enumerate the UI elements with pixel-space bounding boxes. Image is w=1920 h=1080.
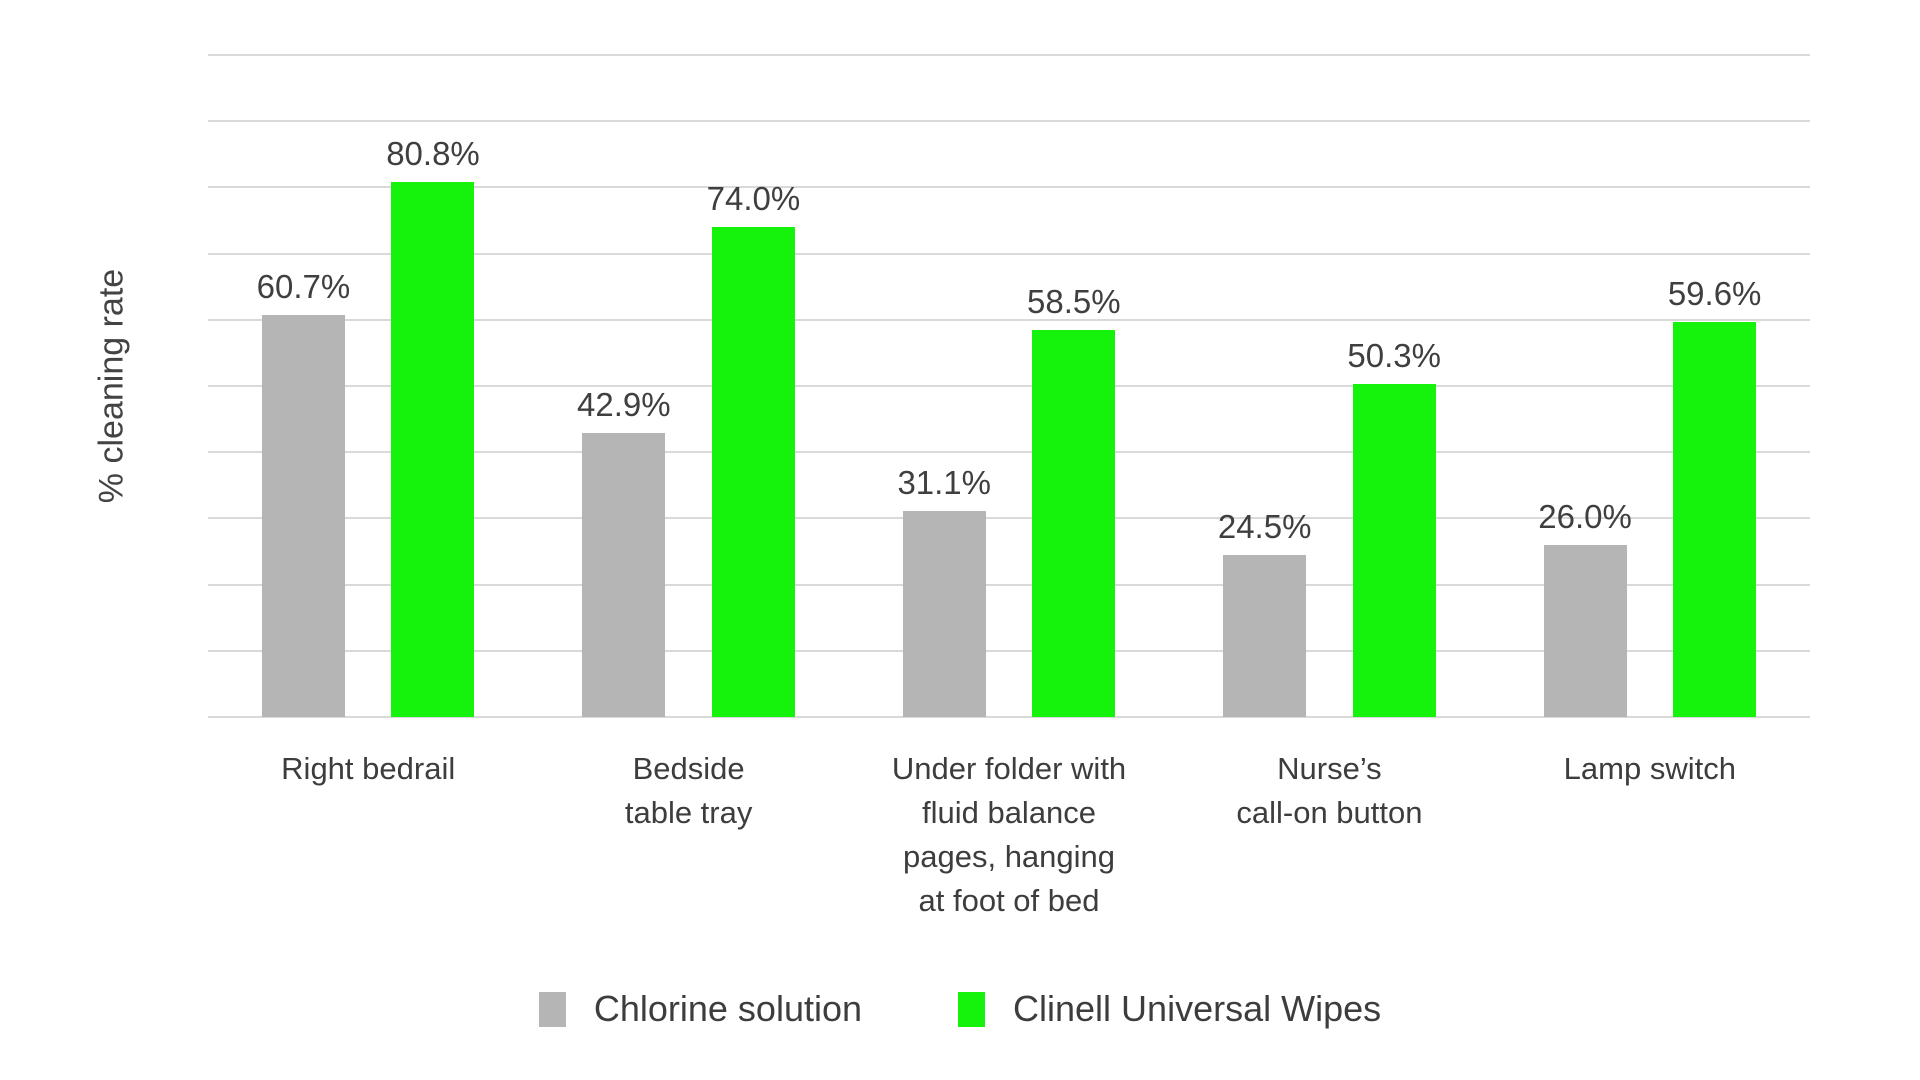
gridline-30	[208, 517, 1810, 520]
bar-clinell-universal-wipes	[1352, 384, 1436, 717]
legend-label: Chlorine solution	[593, 988, 863, 1029]
gridline-80	[208, 186, 1810, 189]
y-axis-title: % cleaning rate	[92, 268, 131, 504]
bar-clinell-universal-wipes	[391, 182, 475, 717]
bar-group-0: 60.7% 80.8%	[208, 55, 528, 717]
bar-wrap: 42.9%	[577, 386, 671, 717]
bar-chlorine-solution	[902, 511, 986, 717]
data-label: 26.0%	[1538, 497, 1632, 535]
bar-chlorine-solution	[582, 433, 666, 717]
data-label: 74.0%	[706, 180, 801, 218]
legend: Chlorine solution Clinell Universal Wipes	[0, 988, 1920, 1030]
bar-wrap: 58.5%	[1027, 283, 1121, 717]
bar-clinell-universal-wipes	[1673, 322, 1757, 717]
bar-wrap: 24.5%	[1217, 507, 1312, 717]
gridline-60	[208, 318, 1810, 321]
data-label: 31.1%	[897, 464, 992, 502]
bar-wrap: 74.0%	[706, 180, 801, 717]
x-axis-label-0: Right bedrail	[281, 751, 456, 786]
bar-wrap: 31.1%	[897, 464, 991, 717]
data-label: 50.3%	[1347, 337, 1441, 375]
bar-groups: 60.7% 80.8% 42.9% 74.0% 31.1% 58.5% 24.5% 50.3%…	[208, 55, 1810, 717]
legend-swatch	[538, 991, 566, 1027]
gridline-10	[208, 649, 1810, 652]
bar-group-4: 26.0% 59.6%	[1490, 55, 1810, 717]
gridline-50	[208, 385, 1810, 387]
data-label: 24.5%	[1217, 507, 1312, 545]
legend-label: Clinell Universal Wipes	[1013, 988, 1382, 1029]
gridline-70	[208, 252, 1810, 255]
data-label: 42.9%	[577, 386, 671, 424]
data-label: 80.8%	[386, 135, 480, 173]
bar-chlorine-solution	[1223, 554, 1307, 717]
x-axis-labels: Right bedrail Bedside table tray Under fol…	[208, 747, 1810, 923]
plot-area: 60.7% 80.8% 42.9% 74.0% 31.1% 58.5% 24.5% 50.3%…	[208, 54, 1810, 718]
gridline-40	[208, 451, 1810, 454]
x-axis-label-4: Lamp switch	[1563, 751, 1736, 786]
data-label: 59.6%	[1667, 275, 1762, 313]
x-axis-label-3: Nurse’s call-on button	[1236, 751, 1423, 831]
bar-group-1: 42.9% 74.0%	[528, 55, 848, 717]
gridline-100	[208, 54, 1810, 56]
bar-wrap: 80.8%	[386, 135, 480, 717]
bar-clinell-universal-wipes	[711, 227, 795, 717]
x-axis-label-2: Under folder with fluid balance pages, h…	[891, 751, 1127, 919]
bar-clinell-universal-wipes	[1032, 329, 1116, 717]
gridline-90	[208, 120, 1810, 123]
bar-wrap: 59.6%	[1667, 275, 1762, 717]
bar-wrap: 60.7%	[256, 268, 351, 717]
legend-item-clinell-universal-wipes: Clinell Universal Wipes	[958, 988, 1381, 1030]
data-label: 58.5%	[1027, 282, 1121, 320]
x-axis-label-1: Bedside table tray	[624, 751, 753, 831]
gridline-20	[208, 583, 1810, 586]
bar-group-2: 31.1% 58.5%	[849, 55, 1169, 717]
gridline-0	[208, 716, 1810, 718]
legend-item-chlorine-solution: Chlorine solution	[538, 988, 863, 1030]
bar-wrap: 26.0%	[1538, 498, 1632, 717]
bar-group-3: 24.5% 50.3%	[1169, 55, 1489, 717]
bar-wrap: 50.3%	[1347, 337, 1441, 717]
legend-swatch	[958, 991, 986, 1027]
bar-chlorine-solution	[261, 315, 345, 717]
bar-chlorine-solution	[1543, 544, 1627, 717]
data-label: 60.7%	[256, 268, 351, 306]
